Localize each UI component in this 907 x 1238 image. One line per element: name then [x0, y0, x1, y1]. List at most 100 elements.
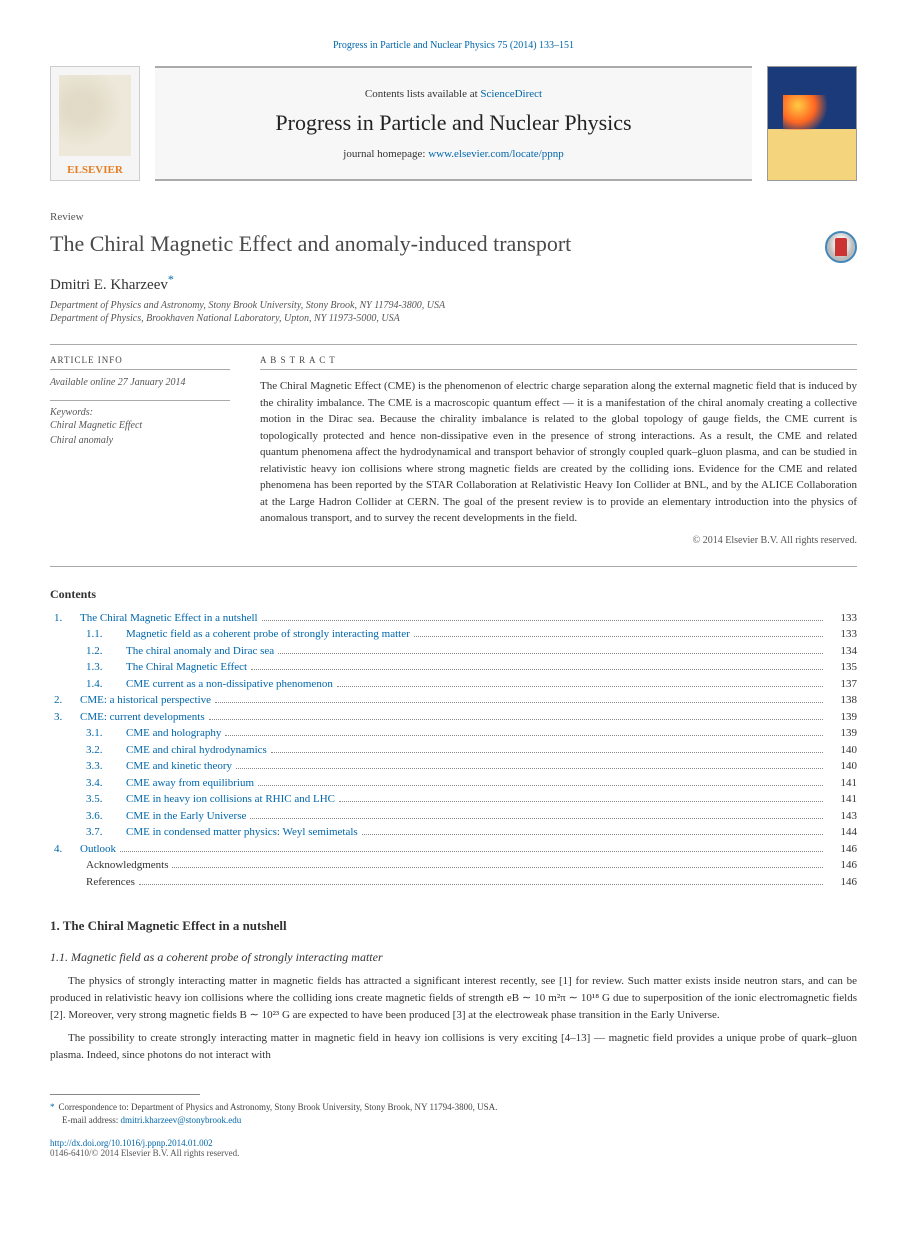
email-label: E-mail address:: [62, 1115, 118, 1125]
paper-title: The Chiral Magnetic Effect and anomaly-i…: [50, 231, 857, 257]
toc-row[interactable]: 1.2.The chiral anomaly and Dirac sea 134: [50, 643, 857, 660]
meta-abstract-block: ARTICLE INFO Available online 27 January…: [50, 355, 857, 546]
toc-page: 144: [827, 824, 857, 841]
toc-dots: [139, 884, 823, 885]
toc-number: 1.: [50, 610, 80, 627]
toc-row[interactable]: 3.1.CME and holography139: [50, 725, 857, 742]
toc-title: The Chiral Magnetic Effect in a nutshell: [80, 610, 258, 627]
toc-number: 3.4.: [86, 775, 126, 792]
toc-page: 146: [827, 841, 857, 858]
toc-number: 3.3.: [86, 758, 126, 775]
toc-title: References: [86, 874, 135, 891]
toc-page: 135: [827, 659, 857, 676]
toc-row[interactable]: 3.5.CME in heavy ion collisions at RHIC …: [50, 791, 857, 808]
elsevier-logo-label: ELSEVIER: [67, 164, 123, 176]
toc-dots: [258, 785, 823, 786]
toc-row[interactable]: 3.7.CME in condensed matter physics: Wey…: [50, 824, 857, 841]
toc-title: CME and chiral hydrodynamics: [126, 742, 267, 759]
abstract-head: A B S T R A C T: [260, 355, 857, 365]
toc-row[interactable]: 1.The Chiral Magnetic Effect in a nutshe…: [50, 610, 857, 627]
body-paragraph: The possibility to create strongly inter…: [50, 1030, 857, 1064]
divider: [50, 566, 857, 567]
elsevier-logo[interactable]: ELSEVIER: [50, 66, 140, 181]
toc-number: 1.3.: [86, 659, 126, 676]
toc-row[interactable]: References 146: [50, 874, 857, 891]
toc-dots: [172, 867, 823, 868]
sciencedirect-link[interactable]: ScienceDirect: [480, 88, 542, 100]
contents-prefix: Contents lists available at: [365, 88, 480, 100]
toc-number: 3.7.: [86, 824, 126, 841]
toc-dots: [215, 702, 823, 703]
toc-row[interactable]: 4.Outlook146: [50, 841, 857, 858]
journal-homepage-link[interactable]: www.elsevier.com/locate/ppnp: [428, 148, 564, 160]
affiliation-2: Department of Physics, Brookhaven Nation…: [50, 313, 857, 324]
doi-copyright: 0146-6410/© 2014 Elsevier B.V. All right…: [50, 1148, 857, 1158]
toc-dots: [262, 620, 823, 621]
keywords-list: Chiral Magnetic Effect Chiral anomaly: [50, 418, 230, 448]
toc-page: 137: [827, 676, 857, 693]
toc-number: 1.2.: [86, 643, 126, 660]
corresponding-author-star[interactable]: *: [168, 272, 174, 286]
toc-dots: [339, 801, 823, 802]
footnote-correspondence: *Correspondence to: Department of Physic…: [50, 1101, 857, 1114]
table-of-contents: 1.The Chiral Magnetic Effect in a nutshe…: [50, 610, 857, 891]
toc-row[interactable]: 1.4.CME current as a non-dissipative phe…: [50, 676, 857, 693]
toc-page: 138: [827, 692, 857, 709]
toc-page: 139: [827, 709, 857, 726]
toc-row[interactable]: 2.CME: a historical perspective138: [50, 692, 857, 709]
journal-homepage-line: journal homepage: www.elsevier.com/locat…: [343, 148, 563, 160]
journal-title-block: Contents lists available at ScienceDirec…: [155, 66, 752, 181]
footnote-corr-text: Correspondence to: Department of Physics…: [59, 1102, 498, 1112]
contents-available-line: Contents lists available at ScienceDirec…: [365, 88, 542, 100]
keyword-item: Chiral anomaly: [50, 433, 230, 448]
keywords-head: Keywords:: [50, 407, 230, 418]
author-name: Dmitri E. Kharzeev*: [50, 272, 857, 294]
paper-header: The Chiral Magnetic Effect and anomaly-i…: [50, 231, 857, 324]
doi-link[interactable]: http://dx.doi.org/10.1016/j.ppnp.2014.01…: [50, 1138, 213, 1148]
toc-title: The Chiral Magnetic Effect: [126, 659, 247, 676]
toc-dots: [414, 636, 823, 637]
divider: [50, 369, 230, 370]
crossmark-icon[interactable]: [825, 231, 857, 263]
toc-title: CME current as a non-dissipative phenome…: [126, 676, 333, 693]
email-link[interactable]: dmitri.kharzeev@stonybrook.edu: [120, 1115, 241, 1125]
toc-row[interactable]: 1.1.Magnetic field as a coherent probe o…: [50, 626, 857, 643]
homepage-prefix: journal homepage:: [343, 148, 428, 160]
section-1-1-head: 1.1. Magnetic field as a coherent probe …: [50, 950, 857, 965]
toc-dots: [362, 834, 823, 835]
abstract-text: The Chiral Magnetic Effect (CME) is the …: [260, 378, 857, 527]
journal-cover-thumb[interactable]: [767, 66, 857, 181]
affiliation-1: Department of Physics and Astronomy, Sto…: [50, 300, 857, 311]
toc-row[interactable]: 3.2.CME and chiral hydrodynamics140: [50, 742, 857, 759]
toc-row[interactable]: 3.3.CME and kinetic theory140: [50, 758, 857, 775]
toc-title: CME in the Early Universe: [126, 808, 246, 825]
toc-title: CME and kinetic theory: [126, 758, 232, 775]
footnote-email: E-mail address: dmitri.kharzeev@stonybro…: [50, 1114, 857, 1127]
toc-dots: [271, 752, 823, 753]
author-text: Dmitri E. Kharzeev: [50, 277, 168, 293]
citation-header: Progress in Particle and Nuclear Physics…: [50, 40, 857, 51]
toc-title: CME and holography: [126, 725, 221, 742]
toc-row[interactable]: 3.4.CME away from equilibrium141: [50, 775, 857, 792]
toc-row[interactable]: Acknowledgments146: [50, 857, 857, 874]
divider: [260, 369, 857, 370]
toc-page: 146: [827, 874, 857, 891]
footnote-rule: [50, 1094, 200, 1095]
toc-dots: [236, 768, 823, 769]
body-paragraph: The physics of strongly interacting matt…: [50, 973, 857, 1024]
toc-dots: [250, 818, 823, 819]
abstract-column: A B S T R A C T The Chiral Magnetic Effe…: [260, 355, 857, 546]
toc-number: 2.: [50, 692, 80, 709]
contents-head: Contents: [50, 587, 857, 602]
divider: [50, 344, 857, 345]
toc-page: 134: [827, 643, 857, 660]
toc-title: CME: current developments: [80, 709, 205, 726]
toc-title: The chiral anomaly and Dirac sea: [126, 643, 274, 660]
toc-row[interactable]: 3.CME: current developments139: [50, 709, 857, 726]
toc-page: 141: [827, 775, 857, 792]
toc-row[interactable]: 1.3.The Chiral Magnetic Effect 135: [50, 659, 857, 676]
toc-dots: [209, 719, 823, 720]
toc-number: 4.: [50, 841, 80, 858]
toc-page: 141: [827, 791, 857, 808]
toc-row[interactable]: 3.6.CME in the Early Universe143: [50, 808, 857, 825]
